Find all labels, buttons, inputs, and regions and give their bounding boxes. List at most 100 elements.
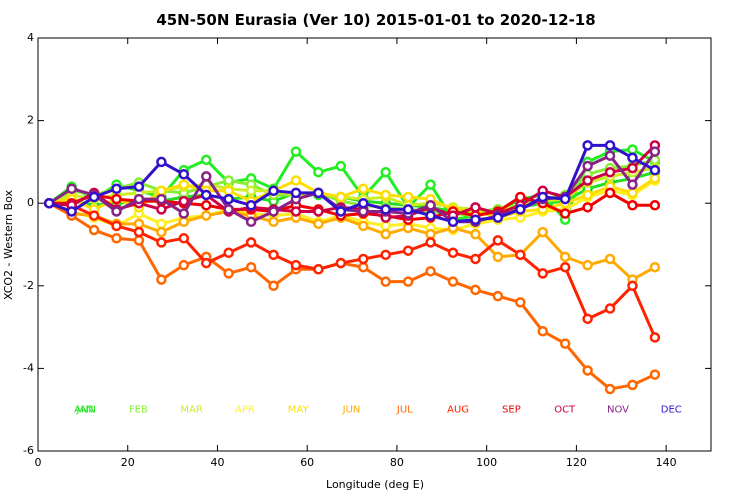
- data-point: [111, 233, 122, 244]
- data-point: [178, 179, 190, 190]
- legend-item-ann: ANN: [74, 405, 96, 416]
- x-tick-label: 40: [210, 456, 224, 469]
- data-point: [447, 247, 459, 259]
- data-point: [582, 365, 593, 376]
- data-point: [290, 259, 302, 271]
- data-point: [156, 237, 167, 248]
- data-point: [380, 228, 391, 240]
- data-point: [111, 220, 122, 232]
- data-point: [649, 173, 661, 184]
- data-point: [582, 140, 593, 151]
- data-point: [402, 222, 414, 234]
- data-point: [604, 150, 616, 161]
- data-point: [111, 206, 122, 217]
- data-point: [627, 200, 638, 211]
- x-tick-label: 140: [656, 456, 677, 469]
- data-point: [604, 166, 616, 178]
- series-aug: [43, 197, 661, 343]
- data-point: [201, 200, 212, 211]
- data-point: [627, 144, 638, 155]
- data-point: [111, 183, 122, 194]
- data-point: [43, 197, 55, 209]
- data-point: [627, 162, 638, 174]
- data-point: [223, 175, 234, 186]
- data-point: [380, 276, 391, 287]
- data-point: [358, 183, 369, 194]
- data-point: [245, 237, 257, 248]
- data-point: [559, 261, 571, 273]
- x-tick-label: 120: [566, 456, 587, 469]
- data-point: [133, 193, 145, 205]
- data-point: [111, 193, 122, 205]
- legend-item-may: MAY: [288, 405, 310, 416]
- data-point: [156, 226, 167, 238]
- axis-ticks: 0 20 40 60 80 100 120 140 -6 -4 -2 0 2 4: [23, 31, 711, 469]
- data-point: [66, 206, 77, 217]
- data-point: [88, 210, 100, 221]
- data-point: [470, 284, 481, 296]
- data-point: [380, 189, 391, 201]
- legend-item-sep: SEP: [502, 405, 521, 416]
- data-point: [627, 379, 638, 391]
- data-point: [66, 183, 77, 194]
- series-dec: [43, 140, 661, 228]
- data-point: [604, 187, 616, 199]
- data-point: [245, 200, 257, 211]
- y-tick-label: 2: [27, 114, 34, 127]
- data-point: [268, 216, 279, 228]
- data-point: [223, 185, 234, 197]
- data-point: [380, 220, 391, 232]
- data-point: [559, 338, 571, 349]
- data-point: [582, 189, 593, 201]
- data-point: [156, 193, 167, 205]
- legend-item-mar: MAR: [180, 405, 202, 416]
- data-point: [178, 195, 190, 207]
- legend-item-jan: JAN: [75, 405, 93, 416]
- x-tick-label: 20: [121, 456, 135, 469]
- data-point: [156, 218, 167, 230]
- data-point: [245, 216, 257, 228]
- data-point: [470, 214, 481, 225]
- series-line: [49, 191, 655, 222]
- series-line: [48, 143, 656, 224]
- data-point: [402, 204, 414, 215]
- data-point: [537, 325, 548, 337]
- y-tick-label: 0: [27, 196, 34, 209]
- data-point: [380, 166, 391, 178]
- series-layer: [43, 140, 661, 395]
- data-point: [470, 228, 481, 240]
- data-point: [335, 160, 347, 172]
- legend-item-apr: APR: [235, 405, 255, 416]
- data-point: [380, 249, 391, 261]
- data-point: [245, 261, 257, 273]
- data-point: [223, 268, 234, 279]
- data-point: [582, 175, 593, 186]
- data-point: [156, 156, 167, 168]
- data-point: [156, 274, 167, 285]
- chart-title: 45N-50N Eurasia (Ver 10) 2015-01-01 to 2…: [156, 11, 595, 29]
- data-point: [335, 206, 347, 217]
- data-point: [582, 313, 593, 325]
- legend-item-feb: FEB: [129, 405, 148, 416]
- data-point: [492, 290, 504, 302]
- data-point: [559, 208, 571, 219]
- data-point: [649, 369, 661, 380]
- data-point: [447, 216, 459, 228]
- data-point: [627, 187, 638, 199]
- data-point: [335, 191, 347, 203]
- legend-item-jun: JUN: [342, 405, 361, 416]
- data-point: [604, 140, 616, 151]
- legend-item-aug: AUG: [447, 405, 469, 416]
- x-tick-label: 0: [35, 456, 42, 469]
- data-point: [268, 249, 279, 261]
- data-point: [582, 202, 593, 213]
- data-point: [402, 245, 414, 256]
- data-point: [201, 257, 212, 269]
- data-point: [313, 264, 324, 275]
- data-point: [223, 193, 234, 205]
- data-point: [358, 261, 369, 273]
- series-line: [48, 201, 656, 282]
- data-point: [425, 179, 436, 190]
- data-point: [201, 189, 212, 201]
- data-point: [223, 204, 234, 215]
